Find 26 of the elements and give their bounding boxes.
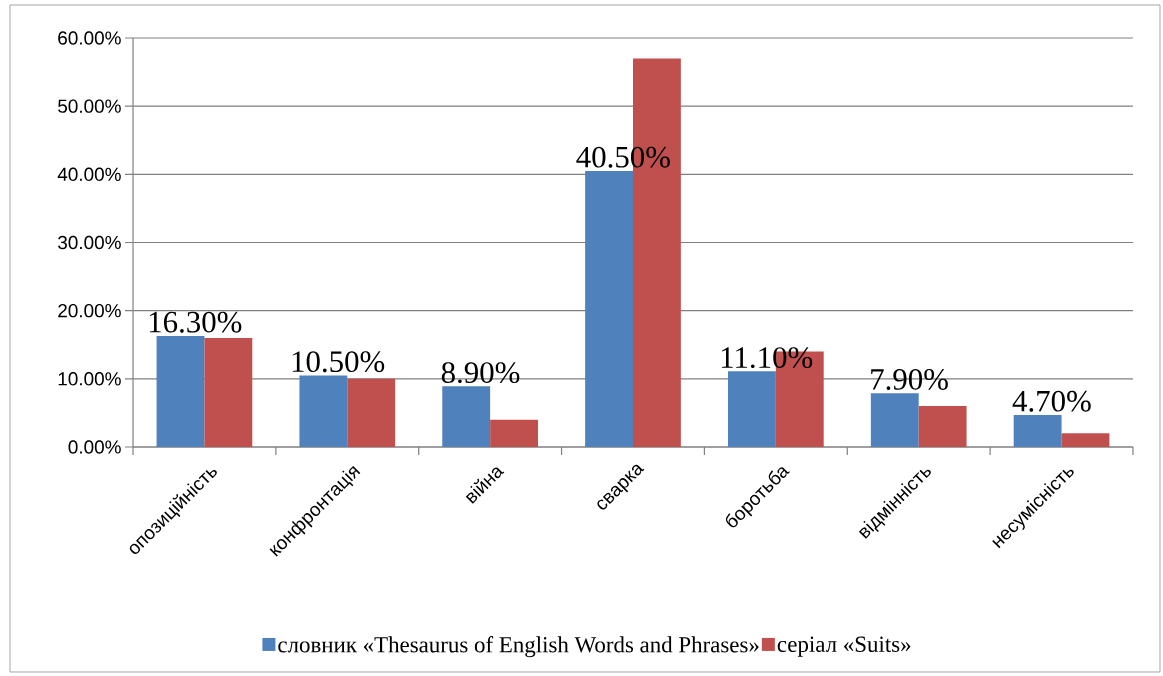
data-label: 8.90% — [441, 362, 520, 384]
bar — [347, 378, 396, 447]
y-tick-label: 10.00% — [58, 372, 121, 386]
y-tick-label: 60.00% — [58, 31, 121, 45]
bar — [727, 371, 776, 447]
data-label: 7.90% — [871, 368, 948, 390]
data-label: 16.30% — [149, 311, 242, 333]
bar — [585, 170, 633, 447]
legend-label: серіал «Suits» — [777, 636, 911, 657]
legend-label: словник «Thesaurus of English Words and Phrases» — [278, 636, 759, 658]
bar — [204, 337, 253, 447]
data-label: 4.70% — [1012, 390, 1091, 412]
bar — [1061, 433, 1110, 447]
y-tick-label: 0.00% — [68, 440, 121, 454]
y-tick-label: 50.00% — [58, 99, 121, 113]
bar — [918, 406, 967, 447]
bar — [870, 393, 919, 447]
y-tick-label: 30.00% — [58, 235, 121, 250]
y-tick-label: 40.00% — [57, 167, 121, 182]
bar — [490, 419, 538, 447]
bar — [156, 335, 205, 447]
y-tick-label: 20.00% — [58, 303, 121, 318]
data-label: 10.50% — [292, 351, 385, 373]
bar — [1013, 414, 1062, 447]
bar — [299, 375, 348, 447]
bar — [442, 386, 491, 447]
